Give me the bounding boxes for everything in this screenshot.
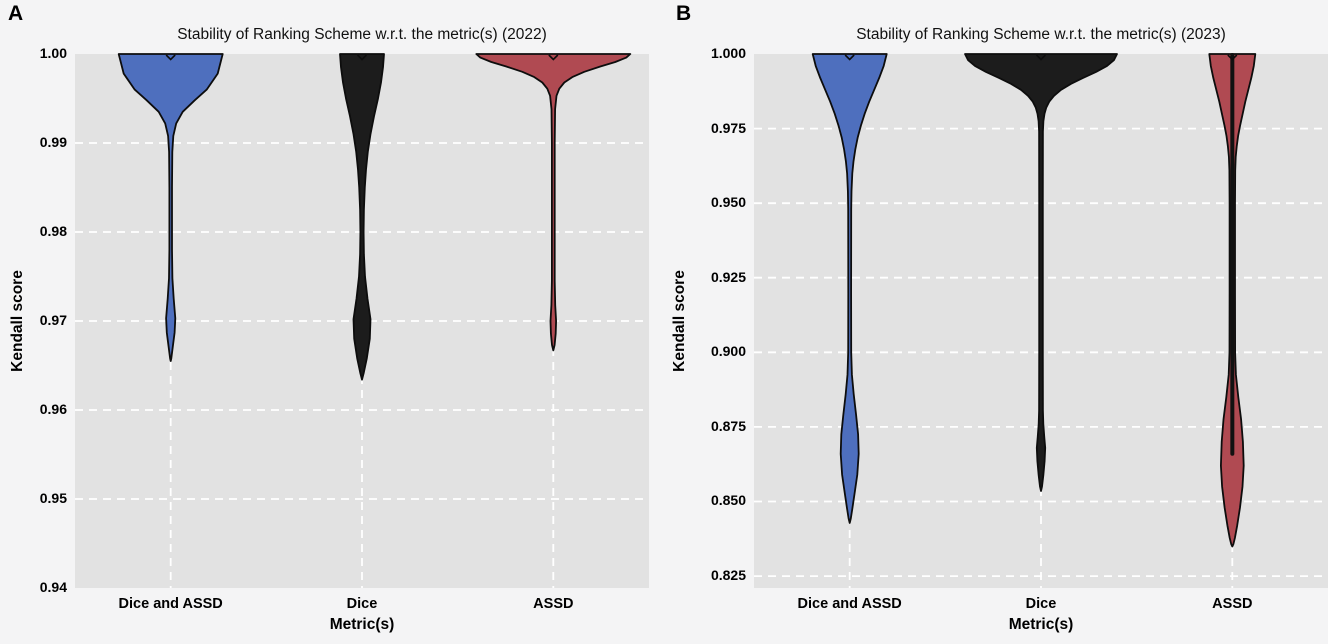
y-tick-label: 0.950 <box>710 194 746 211</box>
violin-plot-svg-b <box>754 53 1328 588</box>
y-tick-label: 0.98 <box>39 223 67 239</box>
x-axis-label-a: Metric(s) <box>329 616 395 633</box>
violin-top-notch-icon <box>844 54 855 61</box>
violin-dice-and-assd <box>117 53 224 362</box>
y-tick-label: 0.900 <box>710 343 746 360</box>
y-tick-label: 0.95 <box>39 490 67 506</box>
y-tick-label: 1.00 <box>39 45 67 61</box>
y-tick-label: 0.975 <box>710 119 746 136</box>
panel-letter-b: B <box>676 2 692 25</box>
x-category-label: Dice and ASSD <box>118 596 223 612</box>
panel-b: B Stability of Ranking Scheme w.r.t. the… <box>664 0 1328 644</box>
y-tick-label: 0.875 <box>710 417 746 434</box>
y-tick-label: 0.925 <box>710 268 746 285</box>
y-tick-label: 1.000 <box>710 45 746 61</box>
violin-top-notch-icon <box>1035 54 1047 61</box>
x-category-label: Dice <box>1025 596 1057 612</box>
violin-plot-svg-a <box>75 53 649 588</box>
violin-top-notch-icon <box>356 54 368 61</box>
panel-letter-a: A <box>8 2 24 25</box>
y-tick-label: 0.850 <box>710 492 746 509</box>
violin-dice <box>964 53 1118 492</box>
x-axis-label-b: Metric(s) <box>1008 616 1074 633</box>
violin-top-notch-icon <box>548 54 559 61</box>
y-tick-label: 0.99 <box>39 134 67 150</box>
violin-top-notch-icon <box>1227 54 1238 61</box>
y-tick-label: 0.96 <box>39 401 67 417</box>
x-category-label: ASSD <box>1212 596 1253 612</box>
chart-title-b: Stability of Ranking Scheme w.r.t. the m… <box>856 26 1226 43</box>
violin-dice <box>339 53 385 381</box>
violin-dice-and-assd <box>811 53 888 524</box>
y-tick-label: 0.94 <box>39 579 67 595</box>
y-tick-label: 0.97 <box>39 312 67 328</box>
x-category-label: Dice and ASSD <box>797 596 902 612</box>
x-category-label: Dice <box>346 596 378 612</box>
x-category-label: ASSD <box>533 596 574 612</box>
y-tick-label: 0.825 <box>710 567 746 584</box>
panel-a: A Stability of Ranking Scheme w.r.t. the… <box>8 2 649 633</box>
violin-assd <box>475 53 632 352</box>
chart-title-a: Stability of Ranking Scheme w.r.t. the m… <box>177 26 547 43</box>
violin-top-notch-icon <box>165 54 176 61</box>
